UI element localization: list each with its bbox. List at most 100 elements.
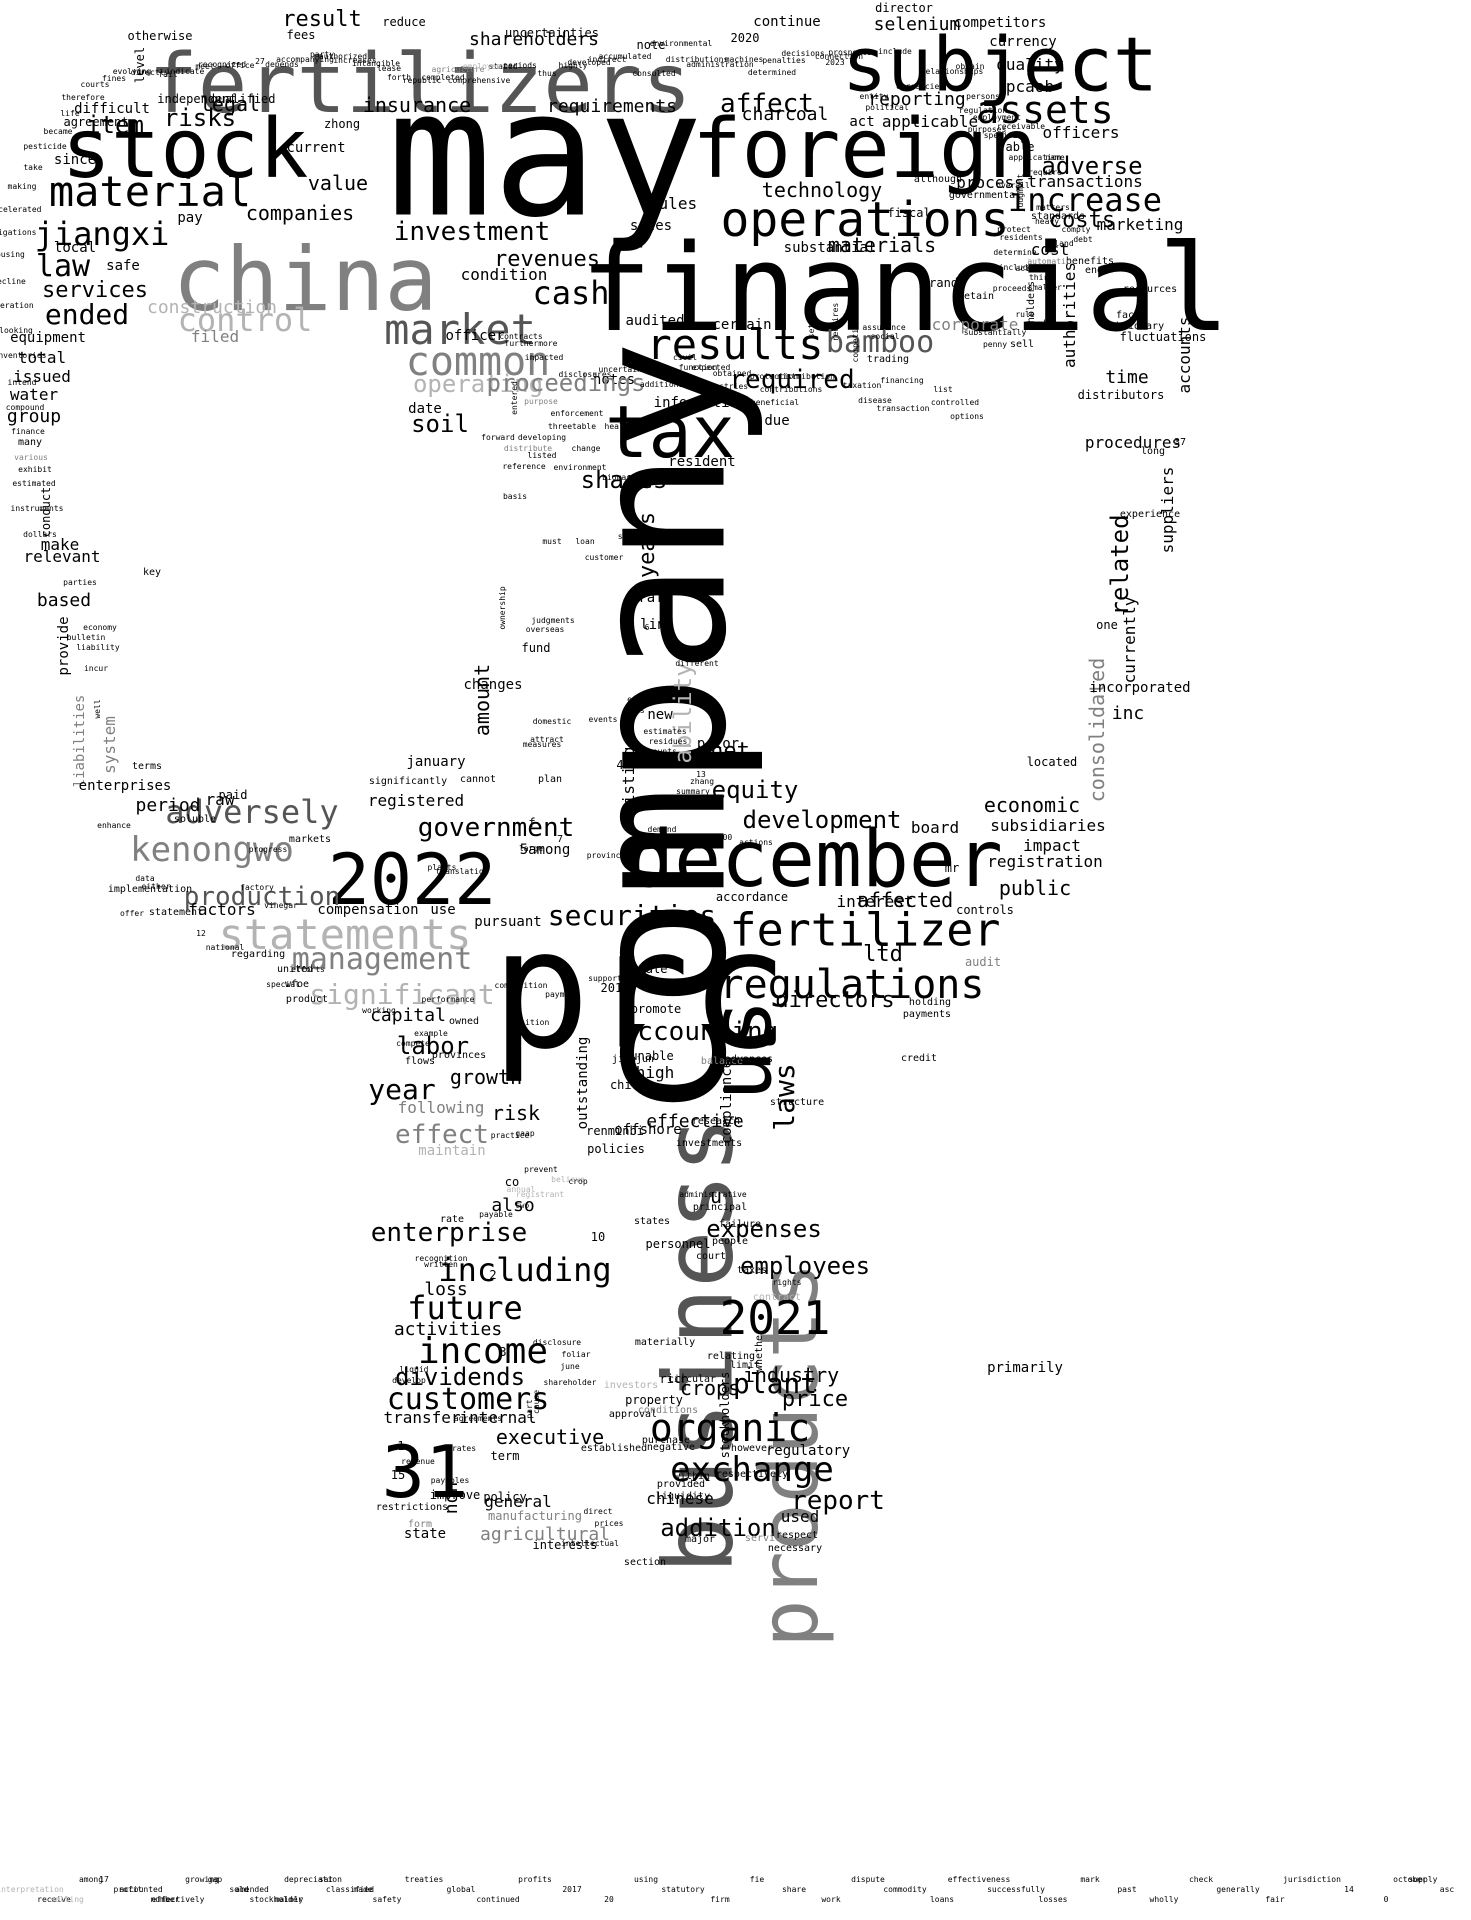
word-intellectual: intellectual	[561, 1539, 619, 1548]
word-information: information	[653, 395, 747, 411]
word-gap: gap	[207, 1875, 223, 1884]
word-pesticide: pesticide	[23, 142, 67, 151]
word-controlled: controlled	[930, 398, 980, 407]
word-performance: performance	[421, 995, 475, 1004]
word-operating: operating	[412, 370, 544, 398]
word-compliance: compliance	[719, 1059, 735, 1145]
word-accordance: accordance	[715, 890, 789, 904]
word-selling: selling	[50, 1895, 84, 1904]
word-table: table	[571, 422, 597, 431]
word-2019: 2019	[600, 981, 630, 995]
word-use: use	[430, 902, 456, 918]
word-retain: retain	[957, 291, 995, 302]
word-land: land	[1054, 239, 1074, 248]
word-either: either	[141, 882, 171, 891]
word-relevant: relevant	[23, 547, 101, 566]
word-incur: incur	[83, 664, 109, 673]
word-two: two	[514, 1201, 530, 1210]
word-stock: stock	[61, 102, 309, 197]
word-rule: rule	[1015, 310, 1035, 319]
word-benefits: benefits	[1065, 256, 1115, 267]
word-application: application	[1008, 153, 1062, 162]
word-registered: registered	[367, 791, 465, 810]
word-risks: risks	[163, 104, 237, 132]
word-determined: determined	[747, 68, 797, 77]
word-political: political	[865, 103, 909, 112]
word-charcoal: charcoal	[741, 104, 829, 125]
word-material: material	[48, 167, 252, 216]
word-1: 1	[397, 1439, 405, 1453]
word-effective: effective	[646, 1111, 744, 1132]
word-three: three	[547, 422, 573, 431]
word-also: also	[491, 1195, 535, 1216]
word-parties: parties	[63, 578, 97, 587]
word-exchange: exchange	[670, 1450, 834, 1490]
word-made: made	[353, 1885, 373, 1894]
word-promote: promote	[630, 1002, 682, 1016]
word-regulation: regulation	[958, 106, 1008, 115]
word-inc: inc	[1111, 703, 1145, 724]
word-level: level	[133, 46, 147, 84]
word-limit: limit	[729, 1360, 761, 1371]
word-located: located	[1026, 755, 1078, 769]
word-states: states	[633, 1216, 671, 1227]
word-investors: investors	[603, 1380, 659, 1391]
word-executive: executive	[495, 1425, 605, 1449]
word-affected: affected	[856, 888, 954, 912]
word-function: function	[678, 363, 718, 372]
word-taxation: taxation	[842, 381, 882, 390]
word-fund: fund	[521, 641, 551, 655]
word-assets: assets	[976, 88, 1114, 132]
word-sat: sat	[318, 1875, 334, 1884]
word-fair: fair	[1265, 1895, 1285, 1904]
word-purposes: purposes	[967, 125, 1007, 134]
word-markets: markets	[288, 834, 332, 845]
word-enforce: enforce	[627, 695, 661, 704]
word-distribution: distribution	[777, 372, 835, 381]
word-successfully: successfully	[987, 1885, 1045, 1894]
word-used: used	[780, 1507, 820, 1526]
word-office: office	[225, 61, 255, 70]
word-report: report	[791, 1486, 885, 1516]
word-17: 17	[99, 1875, 109, 1884]
word-research: research	[691, 1116, 741, 1127]
word-debt: debt	[1073, 235, 1093, 244]
word-incorporated: incorporated	[1089, 680, 1191, 696]
word-accelerated: accelerated	[0, 205, 42, 214]
word-advances: advances	[724, 1054, 774, 1065]
word-statutory: statutory	[661, 1885, 705, 1894]
word-entered: entered	[510, 381, 519, 415]
word-fluctuations: fluctuations	[1119, 330, 1207, 344]
word-substantially: substantially	[963, 328, 1027, 337]
word-audit: audit	[964, 955, 1002, 969]
word-profits: profits	[518, 1875, 552, 1884]
word-obtained: obtained	[712, 369, 752, 378]
word-chief: chief	[609, 1078, 647, 1092]
word-take: take	[23, 163, 43, 172]
word-governmental: governmental	[948, 190, 1022, 201]
word-fertilizers: fertilizers	[148, 37, 692, 132]
word-year: year	[368, 1073, 436, 1106]
word-may: may	[386, 53, 704, 257]
word-economy: economy	[83, 623, 117, 632]
word-one: one	[1096, 618, 1118, 632]
word-necessary: necessary	[767, 1543, 823, 1554]
word-classified: classified	[325, 1885, 375, 1894]
word-effect: effect	[395, 1120, 489, 1150]
word-health: health	[604, 422, 634, 431]
word-depreciation: depreciation	[284, 1875, 342, 1884]
word-data: data	[135, 874, 155, 883]
word-completed: completed	[421, 73, 465, 82]
word-section: section	[623, 1557, 667, 1568]
word-subsidiary: subsidiary	[1103, 321, 1165, 332]
word-employment: employment	[972, 113, 1022, 122]
word-total: total	[17, 348, 67, 367]
word-4: 4	[616, 758, 624, 772]
word-results: results	[646, 320, 824, 369]
word-major: major	[684, 1534, 716, 1545]
word-development: development	[742, 806, 902, 834]
word-losses: losses	[1038, 1895, 1068, 1904]
word-employee: employee	[462, 62, 502, 71]
word-assurance: assurance	[862, 323, 906, 332]
word-form: form	[407, 1519, 433, 1530]
